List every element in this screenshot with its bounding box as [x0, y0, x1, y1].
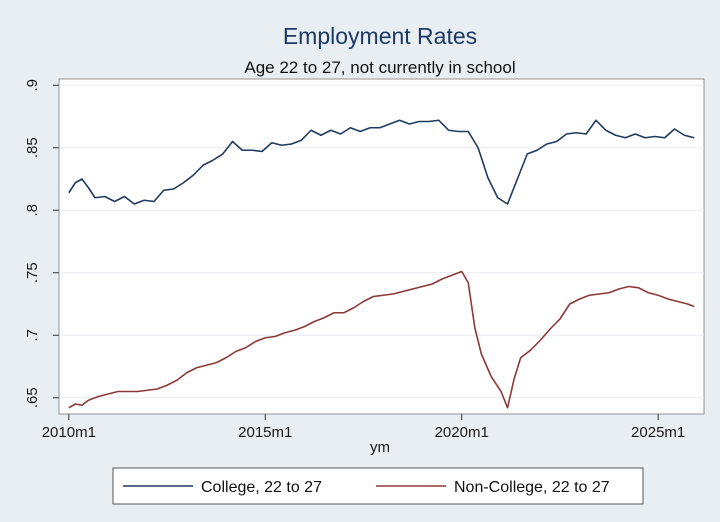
x-tick-label: 2015m1 [238, 424, 292, 441]
x-axis-label: ym [370, 439, 390, 456]
chart-subtitle: Age 22 to 27, not currently in school [244, 58, 515, 77]
y-tick-label: .7 [24, 329, 41, 342]
legend: College, 22 to 27 Non-College, 22 to 27 [112, 467, 644, 505]
y-tick-label: .75 [24, 262, 41, 283]
legend-label-non-college: Non-College, 22 to 27 [454, 479, 610, 496]
y-tick-label: .9 [24, 79, 41, 92]
x-tick-label: 2025m1 [631, 424, 685, 441]
series-lines [68, 119, 695, 409]
series-line-college [68, 119, 695, 205]
legend-label-college: College, 22 to 27 [201, 479, 322, 496]
y-tick-label: .8 [24, 204, 41, 217]
y-tick-label: .65 [24, 387, 41, 408]
x-tick-label: 2010m1 [42, 424, 96, 441]
chart-title: Employment Rates [283, 23, 477, 49]
series-line-non-college [68, 270, 695, 409]
y-tick-label: .85 [24, 137, 41, 158]
x-axis: 2010m1 2015m1 2020m1 2025m1 [42, 414, 685, 441]
y-axis: .65 .7 .75 .8 .85 .9 [24, 79, 59, 408]
x-tick-label: 2020m1 [435, 424, 489, 441]
gridlines [59, 84, 704, 399]
plot-area [58, 78, 705, 415]
